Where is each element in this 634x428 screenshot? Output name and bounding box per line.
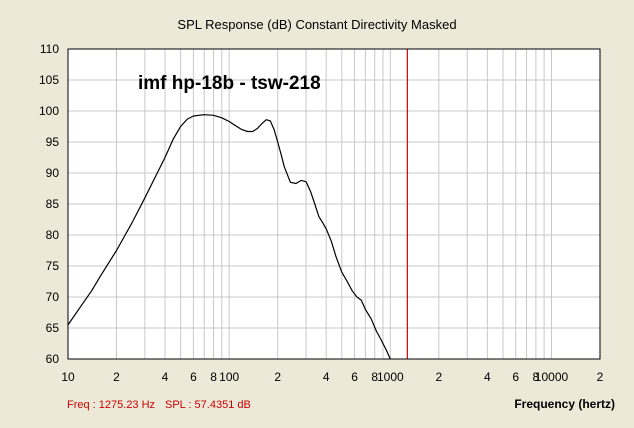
x-tick-label: 8 bbox=[210, 370, 217, 384]
x-tick-label: 6 bbox=[190, 370, 197, 384]
y-tick-label: 60 bbox=[46, 352, 60, 366]
y-tick-label: 75 bbox=[46, 259, 60, 273]
grid bbox=[68, 49, 600, 359]
x-tick-label: 6 bbox=[351, 370, 358, 384]
y-tick-label: 80 bbox=[46, 228, 60, 242]
x-tick-label: 2 bbox=[113, 370, 120, 384]
x-tick-label: 10000 bbox=[535, 370, 569, 384]
plot-frame bbox=[67, 48, 601, 360]
x-tick-label: 10 bbox=[61, 370, 75, 384]
x-tick-label: 1000 bbox=[377, 370, 404, 384]
y-tick-label: 70 bbox=[46, 290, 60, 304]
spl-curve bbox=[67, 114, 391, 360]
x-tick-label: 6 bbox=[512, 370, 519, 384]
y-tick-label: 90 bbox=[46, 166, 60, 180]
y-tick-label: 65 bbox=[46, 321, 60, 335]
x-tick-label: 4 bbox=[323, 370, 330, 384]
y-tick-label: 105 bbox=[39, 73, 59, 87]
y-axis-ticks: 110 105 100 95 90 85 80 75 70 65 60 bbox=[39, 42, 59, 366]
series-layer bbox=[67, 114, 391, 360]
x-axis-label: Frequency (hertz) bbox=[514, 397, 615, 411]
y-tick-label: 85 bbox=[46, 197, 60, 211]
y-tick-label: 95 bbox=[46, 135, 60, 149]
x-tick-label: 8 bbox=[371, 370, 378, 384]
x-tick-label: 2 bbox=[274, 370, 281, 384]
x-tick-label: 4 bbox=[484, 370, 491, 384]
x-tick-label: 100 bbox=[219, 370, 239, 384]
x-tick-label: 2 bbox=[435, 370, 442, 384]
x-tick-label: 8 bbox=[533, 370, 540, 384]
x-tick-label: 4 bbox=[162, 370, 169, 384]
y-tick-label: 110 bbox=[40, 42, 59, 56]
x-tick-label: 2 bbox=[597, 370, 604, 384]
chart-title: SPL Response (dB) Constant Directivity M… bbox=[177, 17, 456, 32]
y-tick-label: 100 bbox=[39, 104, 59, 118]
chart-annotation: imf hp-18b - tsw-218 bbox=[138, 73, 321, 94]
spl-readout: SPL : 57.4351 dB bbox=[165, 399, 251, 411]
freq-readout: Freq : 1275.23 Hz bbox=[67, 399, 155, 411]
